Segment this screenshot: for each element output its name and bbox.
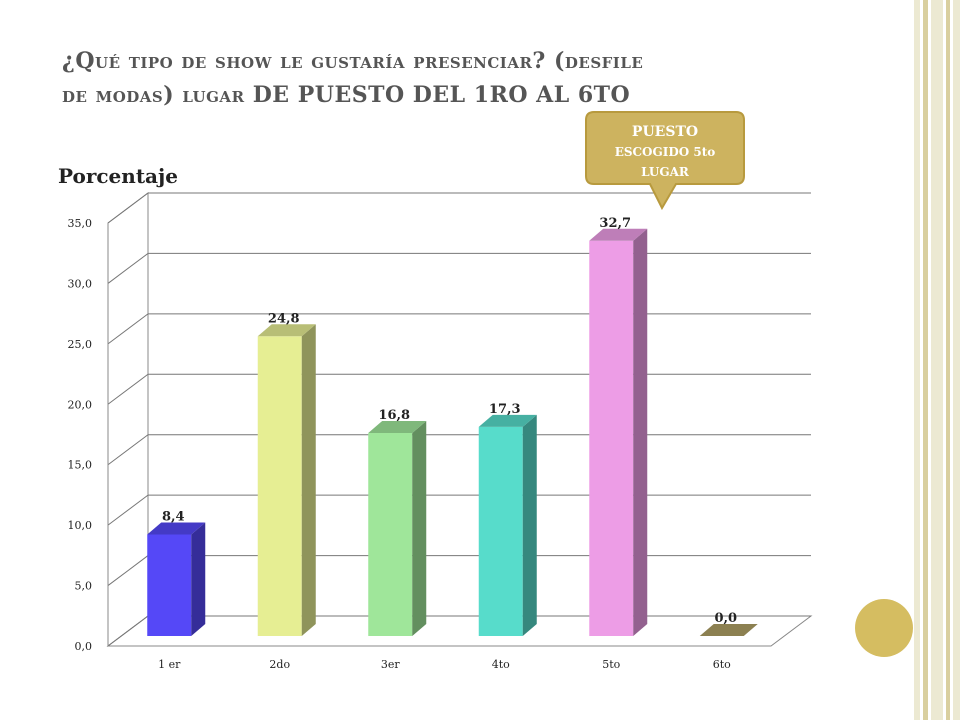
bar-side xyxy=(522,414,537,636)
bar xyxy=(147,534,192,636)
bar xyxy=(478,426,523,636)
title-line-2b: DE PUESTO DEL 1RO AL 6TO xyxy=(252,82,631,108)
callout-line-2: ESCOGIDO 5to xyxy=(614,145,716,159)
x-tick-label: 5to xyxy=(602,658,620,671)
x-tick-label: 3er xyxy=(381,658,401,671)
callout-line-1: PUESTO xyxy=(631,124,699,140)
bar xyxy=(368,432,413,636)
gridline-diagonal xyxy=(107,555,149,586)
callout-line-3: LUGAR xyxy=(641,165,689,179)
data-label: 17,3 xyxy=(489,402,521,417)
y-tick-label: 5,0 xyxy=(75,580,93,593)
data-label: 32,7 xyxy=(599,216,631,231)
bar-top xyxy=(368,420,427,433)
x-tick-label: 2do xyxy=(269,658,290,671)
bar-top xyxy=(257,324,316,337)
bar-top xyxy=(478,414,537,427)
bar-top xyxy=(699,624,758,636)
bar-top xyxy=(589,228,648,241)
bar-side xyxy=(633,228,648,636)
slide-title: ¿Qué tipo de show le gustaría presenciar… xyxy=(62,44,822,112)
bar-side xyxy=(191,522,206,636)
bar-side xyxy=(412,420,427,636)
callout-text: PUESTO ESCOGIDO 5to LUGAR xyxy=(590,122,740,182)
data-label: 0,0 xyxy=(714,611,737,626)
decorative-circle xyxy=(855,599,913,657)
callout-bubble xyxy=(585,111,745,210)
bar-top xyxy=(147,522,206,535)
gridline-diagonal xyxy=(107,494,149,526)
bar-side xyxy=(301,324,316,636)
y-tick-label: 25,0 xyxy=(68,338,93,351)
bar xyxy=(589,240,634,636)
x-tick-label: 6to xyxy=(713,658,731,671)
title-line-2a: de modas) lugar xyxy=(62,82,253,108)
data-label: 24,8 xyxy=(268,311,300,326)
data-label: 16,8 xyxy=(378,408,410,423)
gridline-diagonal xyxy=(107,434,149,466)
decorative-stripes xyxy=(914,0,960,720)
y-tick-label: 20,0 xyxy=(68,398,93,411)
y-tick-label: 30,0 xyxy=(68,277,93,290)
data-label: 8,4 xyxy=(162,509,185,524)
x-tick-label: 4to xyxy=(492,658,510,671)
x-tick-label: 1 er xyxy=(158,658,181,671)
y-tick-label: 15,0 xyxy=(68,459,93,472)
y-tick-label: 0,0 xyxy=(75,640,93,653)
gridline-diagonal xyxy=(107,615,149,647)
y-tick-label: 35,0 xyxy=(68,217,93,230)
gridline-diagonal xyxy=(107,373,149,405)
title-line-1: ¿Qué tipo de show le gustaría presenciar… xyxy=(62,48,644,74)
bar xyxy=(257,336,302,636)
chart-side-wall xyxy=(107,192,149,647)
gridline-diagonal xyxy=(107,253,149,284)
y-axis-label: Porcentaje xyxy=(58,164,178,188)
y-tick-label: 10,0 xyxy=(68,519,93,532)
chart-floor xyxy=(106,615,813,647)
gridline-diagonal xyxy=(107,192,149,224)
gridline-diagonal xyxy=(107,313,149,345)
